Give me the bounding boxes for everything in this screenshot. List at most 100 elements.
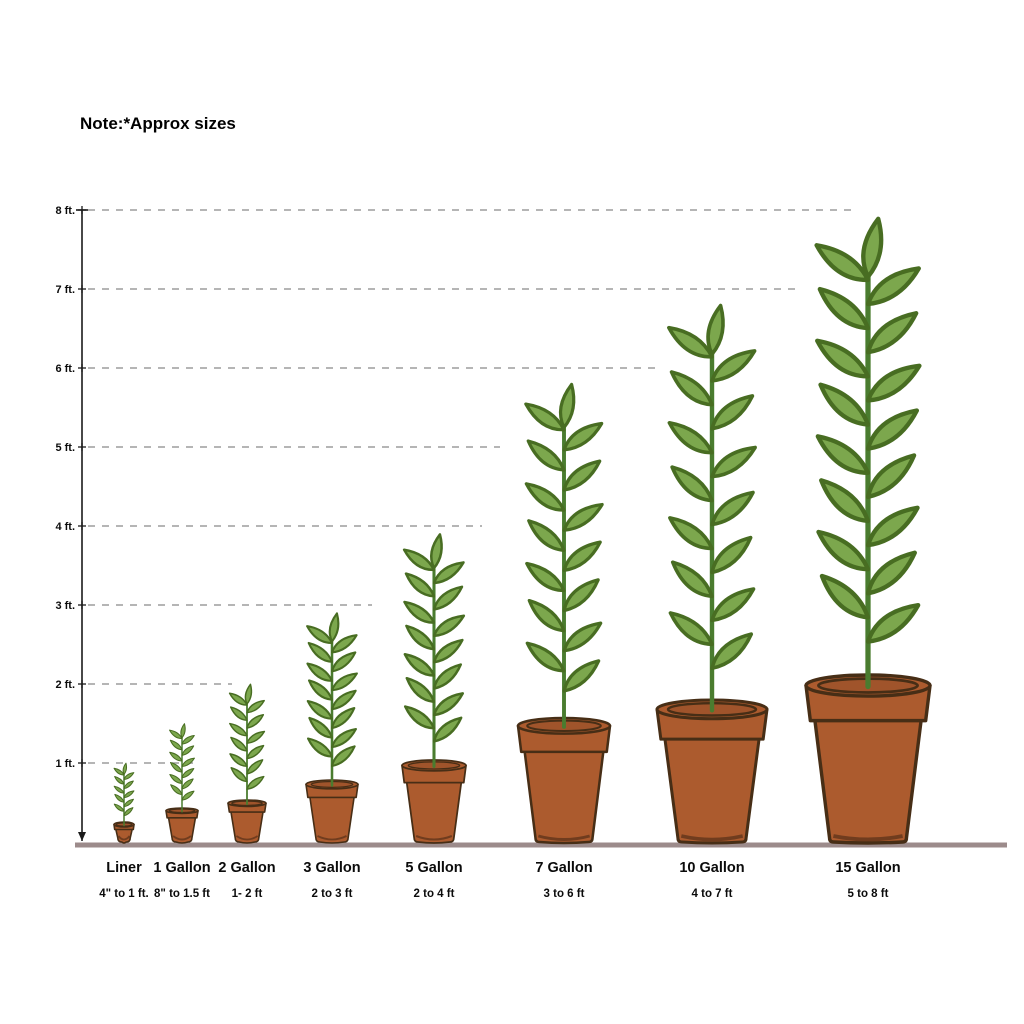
ytick-label-7: 7 ft. (55, 284, 75, 296)
pot-base-shade (537, 834, 591, 841)
leaf (307, 641, 334, 663)
range-label-15-gallon: 5 to 8 ft (848, 888, 889, 900)
leaf (865, 505, 920, 548)
leaf (710, 587, 756, 623)
leaf (558, 382, 576, 430)
leaf (526, 439, 566, 472)
pot-base-shade (415, 835, 453, 841)
leaf (330, 672, 358, 692)
leaf (246, 714, 265, 729)
leaf (527, 519, 566, 552)
leaf (113, 767, 125, 776)
leaf (181, 757, 195, 768)
leaf (113, 785, 125, 794)
leaf (229, 706, 248, 722)
leaf (865, 266, 921, 307)
leaf (181, 734, 195, 745)
ytick-label-2: 2 ft. (55, 679, 75, 691)
leaf (330, 634, 358, 654)
leaf (430, 533, 443, 570)
leaf (865, 311, 919, 355)
ytick-label-5: 5 ft. (55, 442, 75, 454)
leaf (432, 585, 464, 611)
range-label-7-gallon: 3 to 6 ft (544, 888, 585, 900)
leaf (246, 699, 265, 714)
leaf (710, 632, 754, 671)
range-label-liner: 4" to 1 ft. (99, 888, 149, 900)
pot-body (812, 716, 924, 845)
pot-base-shade (172, 835, 192, 841)
leaf (710, 394, 755, 431)
category-label-1-gallon: 1 Gallon (153, 860, 210, 876)
leaf (123, 807, 134, 817)
leaf (403, 705, 436, 730)
ytick-label-1: 1 ft. (55, 758, 75, 770)
leaf (865, 602, 921, 644)
leaf (246, 759, 264, 775)
ytick-label-3: 3 ft. (55, 600, 75, 612)
range-label-3-gallon: 2 to 3 ft (312, 888, 353, 900)
leaf (706, 303, 725, 357)
leaf (668, 611, 714, 647)
leaf (667, 325, 714, 359)
leaf (181, 790, 195, 801)
leaf (123, 798, 134, 808)
plant-group-2-gallon: 2 Gallon 1- 2 ft (218, 683, 276, 900)
leaf (816, 529, 871, 572)
leaf (246, 730, 266, 745)
leaf (169, 751, 183, 762)
leaf (181, 767, 195, 779)
category-label-15-gallon: 15 Gallon (835, 860, 900, 876)
leaf (865, 408, 920, 451)
category-label-liner: Liner (106, 860, 142, 876)
leaf (169, 773, 183, 784)
leaf (819, 573, 871, 620)
pot-body (308, 794, 356, 844)
leaf (710, 490, 755, 527)
leaf (228, 692, 248, 706)
leaf (405, 676, 436, 704)
leaf (114, 793, 125, 803)
ytick-label-8: 8 ft. (55, 205, 75, 217)
leaf (819, 478, 871, 524)
leaf (306, 625, 334, 644)
pot-base-shade (680, 834, 744, 842)
leaf (404, 572, 436, 598)
leaf (229, 722, 248, 737)
leaf (169, 739, 183, 751)
pot-body (663, 735, 761, 845)
leaf (670, 560, 714, 599)
leaf (562, 540, 602, 573)
category-label-2-gallon: 2 Gallon (218, 860, 275, 876)
pot-base-shade (235, 835, 259, 841)
pot-base-shade (833, 834, 903, 842)
leaf (170, 784, 183, 796)
leaf (306, 662, 334, 682)
leaf (562, 459, 602, 492)
range-label-10-gallon: 4 to 7 ft (692, 888, 733, 900)
leaf (668, 516, 714, 551)
range-label-2-gallon: 1- 2 ft (232, 888, 263, 900)
leaf (432, 663, 463, 690)
pot-body (114, 826, 134, 844)
leaf (403, 600, 436, 624)
leaf (670, 465, 714, 503)
leaf (405, 624, 436, 651)
leaf (562, 421, 604, 452)
leaf (113, 803, 125, 812)
leaf (244, 683, 253, 705)
leaf (861, 216, 884, 279)
leaf (524, 402, 566, 432)
leaf (122, 762, 128, 775)
leaf (330, 651, 357, 673)
leaf (330, 727, 358, 749)
leaf (246, 744, 265, 760)
axis-bottom-arrow-icon (78, 832, 86, 841)
leaf (169, 761, 183, 773)
plant-group-3-gallon: 3 Gallon 2 to 3 ft (303, 612, 361, 900)
leaf (815, 434, 871, 475)
leaf (123, 772, 135, 781)
leaf (817, 286, 871, 331)
leaf (230, 767, 248, 783)
